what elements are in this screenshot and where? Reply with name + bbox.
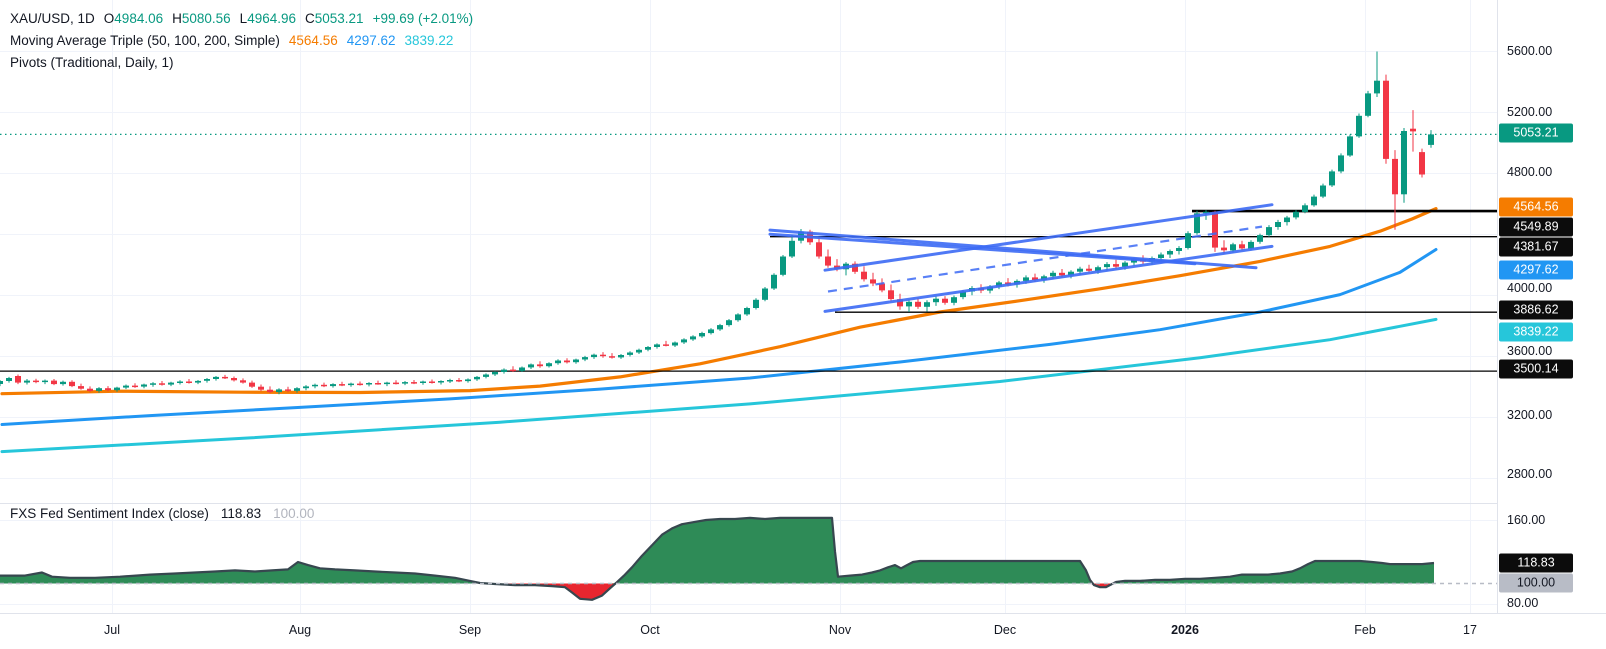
ma-values: 4564.56 4297.62 3839.22 [280,33,453,48]
time-tick-label: Sep [458,623,482,637]
ma-indicator-title[interactable]: Moving Average Triple (50, 100, 200, Sim… [10,33,280,48]
candles-layer [0,51,1434,395]
pivots-legend-row: Pivots (Traditional, Daily, 1) [10,52,473,74]
price-badge: 4381.67 [1499,237,1573,257]
sentiment-legend: FXS Fed Sentiment Index (close) 118.83 100… [10,506,314,521]
sentiment-area-negative [0,583,1434,600]
price-tick-label: 3200.00 [1507,408,1553,422]
time-tick-label: 2026 [1171,623,1199,637]
chart-canvas[interactable] [0,0,1497,613]
ma-value: 3839.22 [404,33,454,48]
ohlc-value: 4984.06 [114,11,164,26]
time-tick-label: Nov [828,623,852,637]
ohlc-value: 4964.96 [247,11,296,26]
ohlc-value: 5080.56 [181,11,231,26]
ohlc-key: O [103,11,115,26]
ma50-line [0,207,1438,396]
sentiment-area-positive [0,517,1434,584]
price-badge: 4564.56 [1499,197,1573,217]
time-axis[interactable]: Jul Aug Sep Oct Nov Dec 2026 Feb 17 [0,613,1606,649]
price-badge: 4297.62 [1499,260,1573,280]
price-badge: 3886.62 [1499,300,1573,320]
time-tick-label: Oct [640,623,660,637]
time-tick-label: Feb [1354,623,1376,637]
price-badge: 3500.14 [1499,359,1573,379]
ohlc-key: C [305,11,315,26]
price-badge: 118.83 [1499,553,1573,573]
price-tick-label: 2800.00 [1507,467,1553,481]
trendline [768,232,1197,266]
sentiment-value: 118.83 [220,506,262,521]
chart-legend: XAU/USD, 1D O4984.06 H5080.56 L4964.96 C5053… [10,8,473,74]
symbol-title[interactable]: XAU/USD, 1D [10,11,95,26]
ohlc-key: L [239,11,248,26]
price-tick-label: 5600.00 [1507,44,1553,58]
ma-legend-row: Moving Average Triple (50, 100, 200, Sim… [10,30,473,52]
price-tick-label: 80.00 [1507,596,1539,610]
ma-value: 4564.56 [288,33,338,48]
price-badge: 4549.89 [1499,217,1573,237]
price-tick-label: 4000.00 [1507,281,1553,295]
ma-value: 4297.62 [346,33,396,48]
price-badge: 100.00 [1499,573,1573,593]
sentiment-baseline-value: 100.00 [273,506,315,521]
price-badge: 5053.21 [1499,123,1573,143]
time-tick-label: Dec [993,623,1017,637]
change-value: +99.69 (+2.01%) [372,11,474,26]
price-tick-label: 3600.00 [1507,344,1553,358]
ohlc-value: 5053.21 [314,11,364,26]
price-tick-label: 160.00 [1507,513,1546,527]
ma100-line [0,248,1438,426]
trendline [823,203,1274,272]
price-axis[interactable]: 5600.00 5200.00 4800.00 4000.00 3600.00 3200.… [1497,0,1606,613]
time-tick-label: Jul [104,623,120,637]
time-tick-label: 17 [1463,623,1477,637]
price-tick-label: 5200.00 [1507,105,1553,119]
ohlc-key: H [172,11,182,26]
symbol-legend-row: XAU/USD, 1D O4984.06 H5080.56 L4964.96 C5053… [10,8,473,30]
ohlc-values: O4984.06 H5080.56 L4964.96 C5053.21 [95,11,364,26]
sentiment-indicator-title[interactable]: FXS Fed Sentiment Index (close) [10,506,209,521]
time-tick-label: Aug [288,623,312,637]
ma200-line [0,317,1438,454]
trendline [823,244,1274,313]
pivots-indicator-title[interactable]: Pivots (Traditional, Daily, 1) [10,55,174,70]
price-tick-label: 4800.00 [1507,165,1553,179]
sentiment-line [0,516,1435,601]
price-badge: 3839.22 [1499,322,1573,342]
